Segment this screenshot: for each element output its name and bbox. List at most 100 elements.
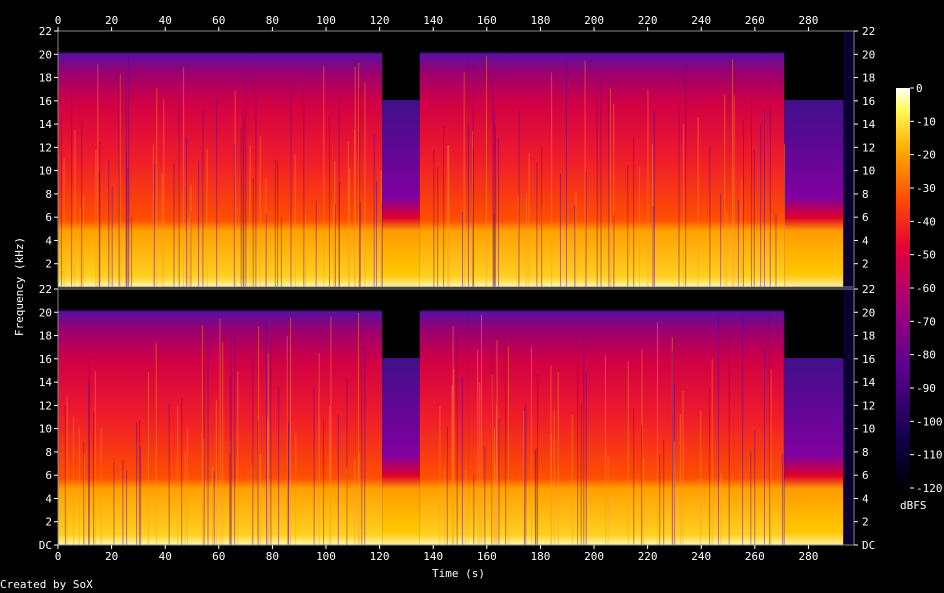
colorbar-tick-label: -60: [916, 282, 936, 295]
spectral-streak: [346, 377, 348, 545]
spectral-streak: [472, 63, 474, 287]
spectral-streak: [119, 74, 121, 287]
spectral-streak: [168, 403, 170, 545]
spectral-streak: [234, 338, 236, 545]
y-tick-label-right: 4: [862, 234, 869, 247]
spectral-streak: [257, 419, 259, 545]
spectral-streak: [769, 106, 771, 287]
spectral-streak: [156, 87, 158, 287]
spectral-streak: [358, 63, 360, 288]
spectral-streak: [493, 110, 495, 287]
spectral-streak: [255, 89, 257, 287]
spectrum-segment: [58, 31, 383, 287]
y-tick-label-left: 14: [39, 376, 53, 389]
spectral-streak: [732, 59, 734, 287]
spectral-streak: [338, 96, 340, 288]
spectral-streak: [163, 99, 165, 288]
spectral-streak: [608, 92, 610, 287]
spectrum-segment: [468, 289, 785, 545]
colorbar-tick-label: -110: [916, 449, 943, 462]
spectral-streak: [270, 337, 272, 545]
spectral-streak: [750, 99, 752, 287]
spectral-streak: [491, 374, 493, 545]
y-tick-label-right: 2: [862, 258, 869, 271]
spectral-streak: [337, 414, 339, 545]
spectral-streak: [627, 165, 629, 287]
x-tick-label-top: 260: [745, 14, 765, 27]
spectral-streak: [492, 70, 494, 287]
spectral-streak: [71, 89, 73, 288]
x-tick-label-bottom: 220: [638, 550, 658, 563]
spectral-streak: [453, 369, 455, 545]
y-tick-label-left: 22: [39, 25, 52, 38]
x-tick-label-bottom: 280: [799, 550, 819, 563]
spectral-streak: [140, 447, 142, 545]
spectral-streak: [288, 422, 290, 545]
y-tick-label-right: 20: [862, 306, 875, 319]
spectral-streak: [332, 204, 334, 287]
spectral-streak: [473, 475, 475, 545]
y-tick-label-right: 10: [862, 423, 875, 436]
spectral-streak: [679, 413, 681, 545]
spectral-streak: [647, 89, 649, 287]
spectral-streak: [753, 149, 755, 287]
spectral-streak: [711, 359, 713, 545]
y-tick-label-left: 20: [39, 48, 52, 61]
spectral-streak: [381, 203, 383, 287]
x-tick-label-bottom: 180: [530, 550, 550, 563]
spectral-streak: [528, 152, 530, 287]
spectral-streak: [728, 335, 730, 545]
spectral-streak: [243, 118, 245, 287]
y-tick-label-right: 10: [862, 165, 875, 178]
y-tick-label-right: 14: [862, 376, 876, 389]
spectral-streak: [161, 173, 163, 287]
spectrum-segment: [784, 31, 844, 287]
y-tick-label-right: 8: [862, 188, 869, 201]
spectral-streak: [266, 323, 268, 545]
spectral-streak: [461, 377, 463, 545]
x-tick-label-top: 20: [105, 14, 118, 27]
spectral-streak: [505, 335, 507, 545]
spectral-streak: [769, 315, 771, 545]
spectral-streak: [81, 119, 83, 287]
plot-frame: [57, 30, 855, 288]
spectral-streak: [202, 110, 204, 287]
spectral-streak: [530, 347, 532, 545]
spectral-streak: [359, 88, 361, 287]
spectral-streak: [580, 404, 582, 545]
spectral-streak: [585, 372, 587, 545]
spectral-streak: [685, 65, 687, 288]
spectral-streak: [122, 459, 124, 545]
spectral-streak: [651, 143, 653, 287]
spectral-streak: [550, 434, 552, 545]
spectral-streak: [439, 406, 441, 545]
spectral-streak: [477, 349, 479, 545]
spectral-streak: [206, 148, 208, 287]
spectral-streak: [286, 336, 288, 545]
x-tick-label-top: 140: [423, 14, 443, 27]
spectral-streak: [717, 313, 719, 545]
x-tick-label-top: 240: [691, 14, 711, 27]
spectral-streak: [252, 355, 254, 545]
spectral-streak: [770, 369, 772, 545]
spectral-streak: [184, 452, 186, 545]
spectral-streak: [329, 406, 331, 545]
spectral-streak: [536, 162, 538, 287]
x-tick-label-bottom: 260: [745, 550, 765, 563]
spectral-streak: [290, 88, 292, 287]
spectral-streak: [290, 317, 292, 545]
y-tick-label-right: 8: [862, 446, 869, 459]
colorbar-tick-label: 0: [916, 82, 923, 95]
spectral-streak: [763, 109, 765, 287]
spectral-streak: [219, 318, 221, 545]
spectral-streak: [187, 427, 189, 545]
colorbar-tick-label: -120: [916, 482, 943, 495]
spectral-streak: [249, 144, 251, 287]
spectral-streak: [596, 97, 598, 287]
spectral-streak: [783, 314, 785, 545]
spectral-streak: [733, 95, 735, 287]
spectral-streak: [136, 421, 138, 545]
spectral-streak: [313, 386, 315, 545]
spectral-streak: [525, 193, 527, 287]
